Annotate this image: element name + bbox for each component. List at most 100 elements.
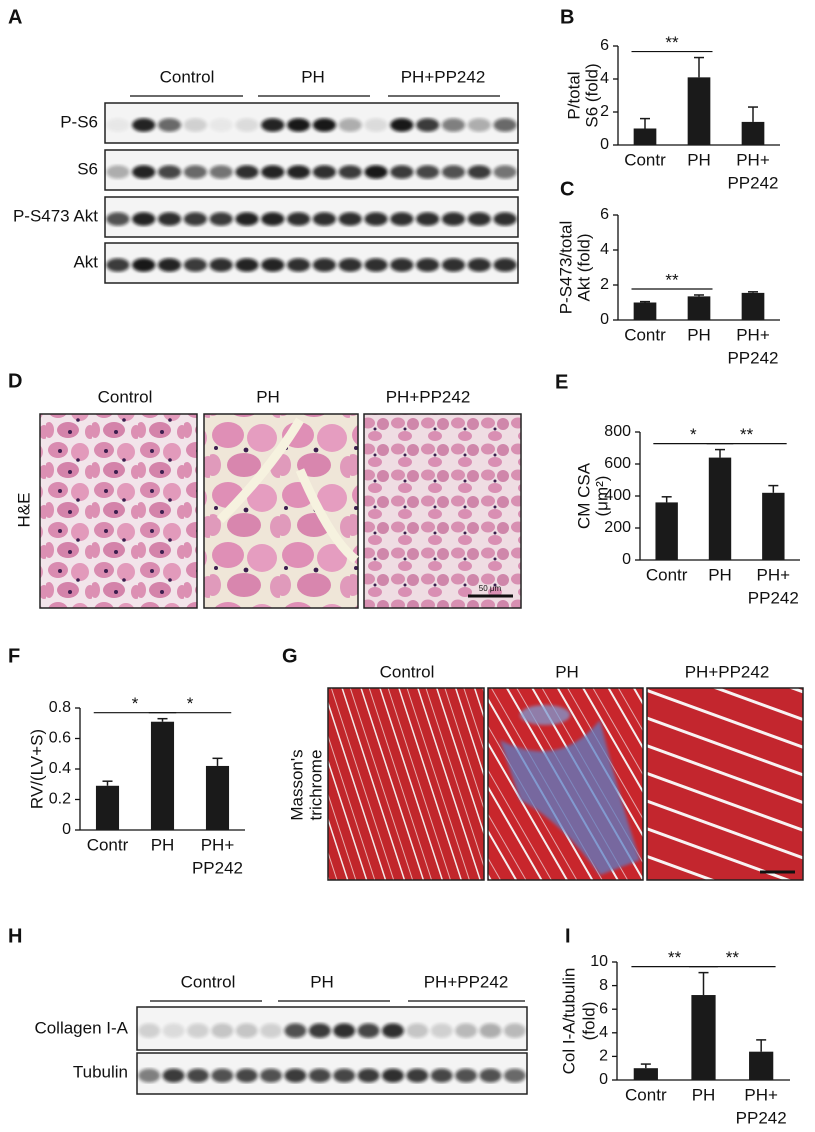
error-bar	[715, 448, 725, 458]
blot-band	[467, 118, 491, 132]
histology-image	[646, 687, 804, 881]
group-label: Control	[181, 972, 236, 991]
y-tick-label: 8	[599, 977, 608, 994]
blot-band	[364, 118, 388, 132]
blot-band	[157, 165, 182, 179]
bar	[633, 128, 657, 145]
group-label: Control	[160, 67, 215, 86]
x-tick-label: PH	[687, 325, 711, 344]
panel-letter: I	[565, 925, 571, 947]
blot-band	[286, 165, 311, 179]
blot-band	[333, 1023, 356, 1038]
blot-band	[132, 258, 156, 272]
y-axis-label: Akt (fold)	[574, 233, 593, 301]
blot-band	[312, 165, 337, 179]
blot-band	[162, 1068, 185, 1083]
blot-band	[333, 1068, 356, 1083]
blot-band	[183, 258, 207, 272]
bar	[633, 302, 657, 320]
blot-band	[308, 1068, 331, 1083]
blot-band	[338, 258, 362, 272]
blot-band	[183, 212, 207, 226]
bar	[741, 121, 765, 145]
column-label: PH+PP242	[386, 387, 471, 406]
blot-band	[441, 258, 466, 272]
blot-band	[286, 258, 311, 272]
bar	[95, 785, 120, 830]
blot-band	[138, 1023, 161, 1038]
western-blot	[136, 1006, 528, 1095]
y-axis-label: RV/(LV+S)	[27, 729, 46, 809]
blot-band	[261, 212, 285, 226]
blot-band	[479, 1068, 502, 1083]
blot-band	[138, 1068, 161, 1083]
blot-band	[157, 258, 182, 272]
x-tick-label: Contr	[624, 150, 666, 169]
error-bar	[698, 971, 709, 996]
x-tick-label: Contr	[646, 565, 688, 584]
blot-band	[503, 1023, 526, 1038]
error-bar	[640, 300, 650, 303]
y-axis-label: Col I-A/tubulin	[559, 968, 578, 1075]
blot-band	[416, 118, 440, 132]
significance-label: **	[665, 270, 679, 289]
bar	[205, 765, 230, 830]
x-tick-label: PP242	[748, 588, 799, 607]
blot-band	[312, 212, 337, 226]
blot-band	[503, 1068, 526, 1083]
blot-band	[211, 1023, 234, 1038]
blot-band	[493, 212, 517, 226]
blot-band	[286, 212, 311, 226]
blot-band	[338, 212, 362, 226]
blot-band	[235, 258, 259, 272]
x-tick-label: Contr	[624, 325, 666, 344]
blot-band	[235, 212, 259, 226]
blot-band	[493, 118, 517, 132]
group-label: PH	[310, 972, 334, 991]
y-axis-label: (fold)	[579, 1002, 598, 1041]
y-axis-label: S6 (fold)	[582, 63, 601, 127]
blot-band	[455, 1023, 478, 1038]
column-label: Control	[380, 662, 435, 681]
y-tick-label: 4	[600, 241, 609, 258]
error-bar	[640, 1063, 651, 1069]
y-tick-label: 0.6	[49, 730, 71, 747]
error-bar	[640, 117, 650, 129]
blot-band	[364, 165, 388, 179]
y-tick-label: 0.2	[49, 791, 71, 808]
error-bar	[768, 484, 779, 493]
blot-band	[235, 165, 259, 179]
y-tick-label: 800	[604, 423, 631, 440]
column-label: Control	[98, 387, 153, 406]
blot-band	[416, 258, 440, 272]
blot-band	[390, 258, 414, 272]
blot-band	[381, 1023, 404, 1038]
x-tick-label: PP242	[192, 858, 243, 877]
row-label: Collagen I-A	[34, 1018, 128, 1037]
x-tick-label: Contr	[625, 1085, 667, 1104]
bar	[687, 296, 711, 320]
bar	[762, 492, 785, 560]
y-tick-label: 200	[604, 519, 631, 536]
bar	[708, 457, 732, 560]
row-label: P-S6	[60, 112, 98, 131]
x-tick-label: PH+	[736, 325, 770, 344]
row-label: Tubulin	[73, 1062, 128, 1081]
y-axis-label: CM CSA	[574, 462, 593, 529]
y-tick-label: 0	[62, 821, 71, 838]
panel-letter: H	[8, 925, 22, 947]
blot-band	[132, 165, 156, 179]
significance-label: *	[690, 425, 697, 444]
histology-image	[39, 413, 198, 609]
blot-band	[312, 118, 337, 132]
x-tick-label: PH+	[736, 150, 770, 169]
histology-image	[363, 413, 522, 609]
blot-band	[284, 1023, 307, 1038]
row-label: S6	[77, 159, 98, 178]
blot-band	[390, 118, 414, 132]
y-tick-label: 0	[600, 311, 609, 328]
y-tick-label: 10	[590, 953, 608, 970]
bar	[749, 1051, 774, 1080]
